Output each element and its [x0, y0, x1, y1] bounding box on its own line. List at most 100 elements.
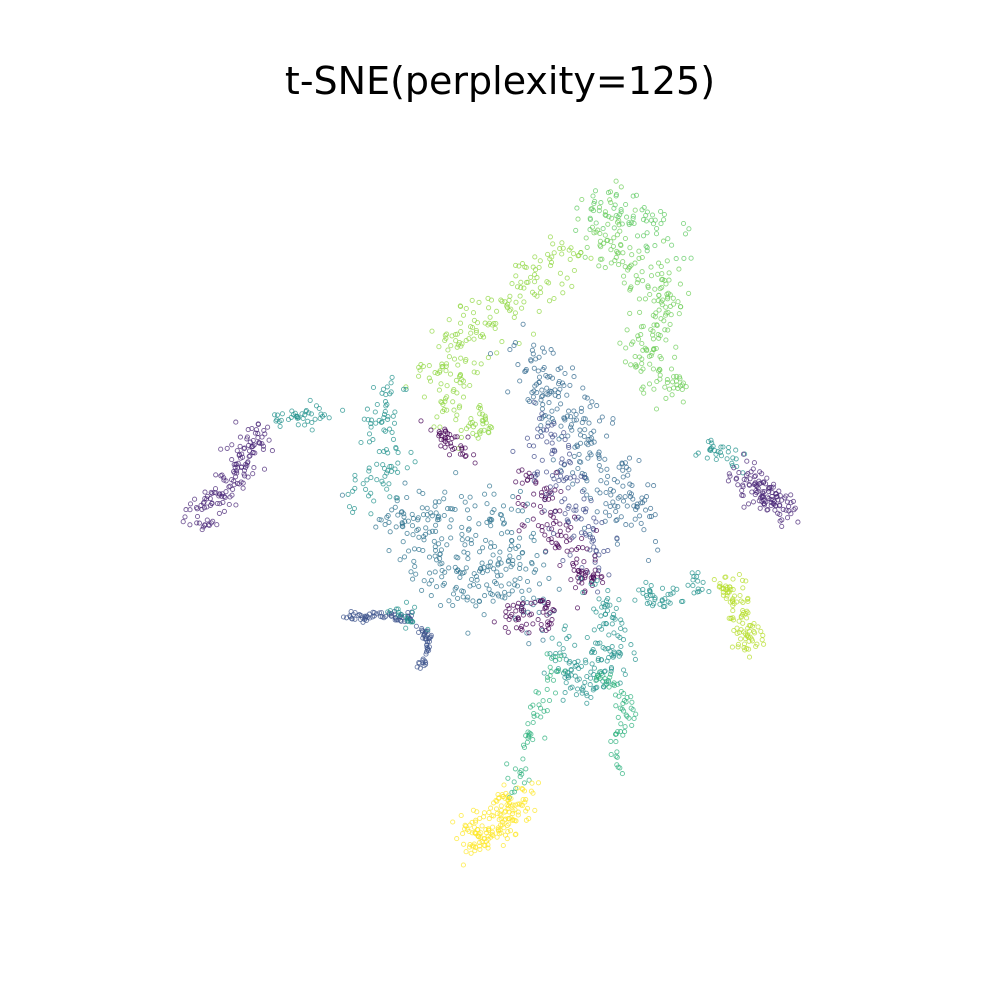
scatter-point — [487, 483, 493, 489]
scatter-point — [550, 531, 557, 537]
scatter-point — [556, 586, 562, 592]
scatter-point — [388, 389, 394, 395]
scatter-point — [246, 453, 252, 460]
scatter-point — [623, 522, 629, 528]
scatter-point — [525, 477, 531, 483]
scatter-point — [453, 377, 459, 383]
scatter-point — [521, 299, 527, 305]
scatter-point — [466, 515, 472, 521]
scatter-point — [479, 560, 485, 566]
scatter-point — [492, 543, 498, 550]
scatter-point — [565, 442, 572, 448]
scatter-point — [629, 722, 635, 728]
scatter-point — [567, 382, 573, 388]
scatter-point — [632, 260, 638, 266]
scatter-point — [433, 528, 439, 534]
scatter-point — [613, 518, 619, 524]
scatter-point — [630, 707, 636, 713]
scatter-point — [613, 213, 619, 219]
scatter-point — [596, 568, 602, 574]
scatter-point — [414, 527, 420, 534]
scatter-point — [634, 363, 640, 369]
scatter-point — [649, 212, 656, 218]
scatter-point — [409, 609, 415, 615]
scatter-point — [643, 579, 649, 585]
scatter-point — [746, 654, 753, 660]
scatter-point — [559, 380, 566, 386]
scatter-point — [620, 483, 626, 489]
scatter-point — [507, 347, 513, 353]
scatter-point — [670, 585, 676, 591]
scatter-point — [465, 556, 471, 562]
scatter-point — [531, 443, 537, 449]
scatter-point — [651, 322, 657, 328]
scatter-point — [423, 636, 429, 642]
scatter-point — [515, 785, 521, 791]
scatter-point — [529, 561, 535, 567]
scatter-point — [626, 455, 633, 461]
scatter-point — [606, 632, 612, 638]
scatter-point — [596, 565, 602, 571]
scatter-point — [727, 473, 733, 479]
scatter-point — [449, 333, 455, 339]
scatter-point — [764, 475, 770, 481]
scatter-point — [222, 495, 228, 501]
scatter-point — [426, 554, 433, 560]
scatter-point — [547, 489, 553, 495]
scatter-point — [202, 489, 208, 495]
scatter-point — [371, 610, 377, 616]
scatter-point — [595, 589, 601, 595]
scatter-point — [455, 595, 461, 601]
scatter-point — [731, 593, 738, 599]
scatter-point — [517, 565, 523, 571]
scatter-point — [635, 277, 641, 283]
scatter-point — [758, 628, 764, 634]
scatter-point — [519, 467, 525, 473]
scatter-point — [582, 254, 588, 260]
scatter-point — [750, 466, 756, 472]
scatter-point — [569, 283, 575, 289]
scatter-point — [469, 297, 475, 303]
scatter-point — [573, 417, 579, 423]
scatter-point — [591, 230, 597, 236]
scatter-point — [568, 524, 574, 531]
scatter-point — [546, 526, 552, 532]
scatter-point — [488, 297, 495, 303]
scatter-point — [400, 539, 406, 545]
scatter-point — [507, 308, 513, 314]
scatter-point — [593, 220, 599, 226]
scatter-point — [519, 771, 525, 777]
scatter-point — [661, 211, 667, 218]
scatter-point — [549, 375, 556, 381]
scatter-point — [598, 657, 604, 663]
scatter-point — [584, 492, 590, 498]
scatter-point — [526, 630, 532, 636]
scatter-point — [520, 595, 526, 601]
scatter-point — [539, 524, 545, 530]
scatter-point — [631, 220, 637, 227]
scatter-point — [234, 468, 240, 474]
scatter-point — [402, 519, 408, 525]
scatter-point — [583, 506, 589, 512]
scatter-point — [519, 305, 525, 311]
scatter-point — [593, 677, 599, 683]
scatter-point — [473, 329, 479, 335]
scatter-point — [517, 378, 523, 384]
scatter-point — [395, 460, 401, 466]
scatter-point — [250, 450, 256, 456]
scatter-point — [478, 566, 484, 572]
scatter-point — [506, 803, 512, 809]
scatter-point — [417, 367, 423, 373]
scatter-point — [458, 493, 464, 500]
scatter-point — [622, 671, 628, 678]
scatter-point — [387, 426, 393, 432]
scatter-point — [421, 578, 427, 584]
scatter-point — [548, 347, 554, 353]
scatter-point — [578, 473, 584, 479]
scatter-point — [366, 493, 372, 499]
scatter-point — [741, 629, 747, 635]
scatter-point — [626, 220, 632, 226]
scatter-point — [582, 530, 588, 537]
scatter-point — [458, 434, 464, 440]
scatter-point — [542, 549, 548, 555]
